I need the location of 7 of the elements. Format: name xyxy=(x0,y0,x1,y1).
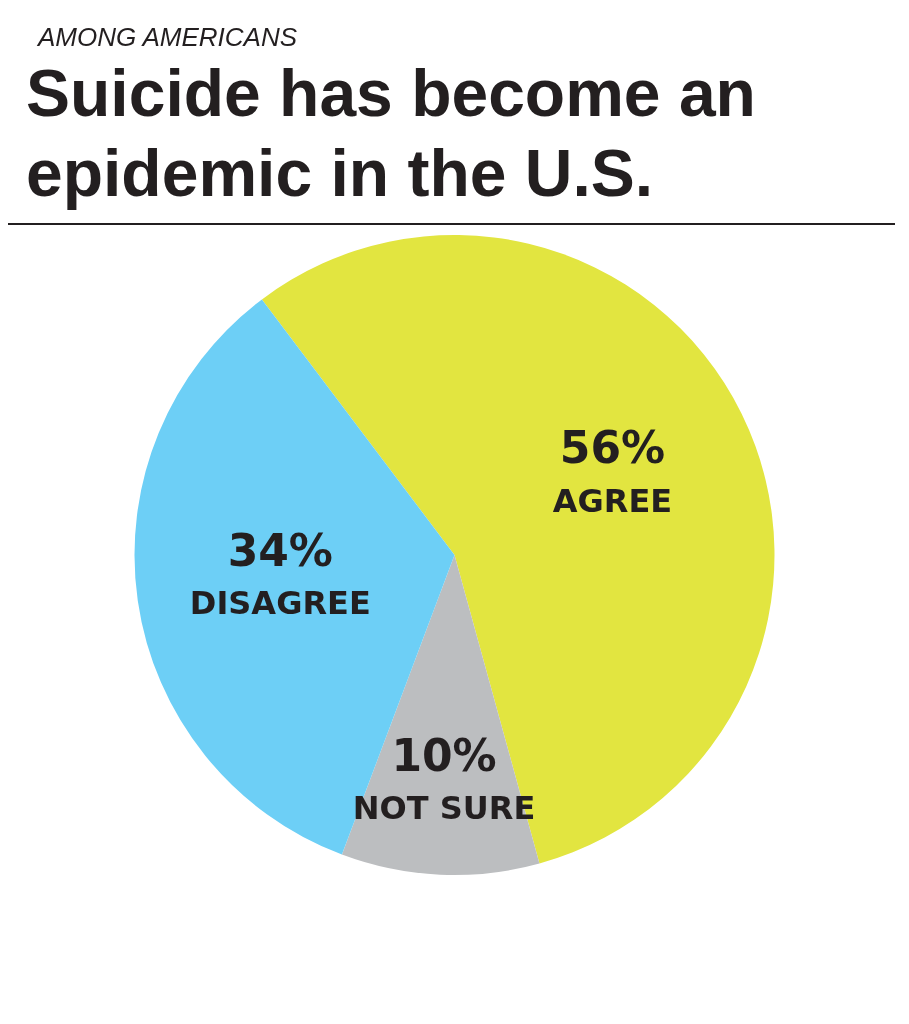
chart-subtitle: AMONG AMERICANS xyxy=(36,21,299,53)
slice-label: AGREE xyxy=(552,481,673,520)
data-label: 10% xyxy=(391,729,497,781)
chart-title: Suicide has become an epidemic in the U.S. xyxy=(25,55,757,212)
data-label: 34% xyxy=(227,524,333,576)
slice-label: DISAGREE xyxy=(189,584,371,623)
data-label: 56% xyxy=(559,421,666,473)
